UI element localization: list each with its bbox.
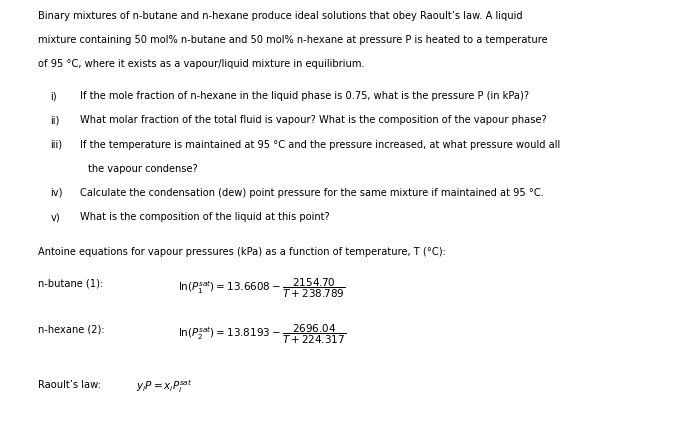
Text: i): i) [50, 91, 57, 101]
Text: the vapour condense?: the vapour condense? [88, 163, 197, 173]
Text: Raoult’s law:: Raoult’s law: [38, 379, 102, 389]
Text: n-hexane (2):: n-hexane (2): [38, 324, 105, 334]
Text: $y_iP = x_iP_i^{sat}$: $y_iP = x_iP_i^{sat}$ [136, 377, 193, 394]
Text: $\ln(P_1^{sat}) = 13.6608 - \dfrac{2154.70}{T+238.789}$: $\ln(P_1^{sat}) = 13.6608 - \dfrac{2154.… [178, 276, 346, 299]
Text: iii): iii) [50, 139, 62, 149]
Text: mixture containing 50 mol% n-butane and 50 mol% n-hexane at pressure P is heated: mixture containing 50 mol% n-butane and … [38, 35, 548, 45]
Text: If the temperature is maintained at 95 °C and the pressure increased, at what pr: If the temperature is maintained at 95 °… [80, 139, 561, 149]
Text: What is the composition of the liquid at this point?: What is the composition of the liquid at… [80, 212, 330, 222]
Text: iv): iv) [50, 187, 63, 198]
Text: $\ln(P_2^{sat}) = 13.8193 - \dfrac{2696.04}{T+224.317}$: $\ln(P_2^{sat}) = 13.8193 - \dfrac{2696.… [178, 322, 346, 345]
Text: What molar fraction of the total fluid is vapour? What is the composition of the: What molar fraction of the total fluid i… [80, 115, 547, 125]
Text: ii): ii) [50, 115, 60, 125]
Text: n-butane (1):: n-butane (1): [38, 278, 104, 288]
Text: of 95 °C, where it exists as a vapour/liquid mixture in equilibrium.: of 95 °C, where it exists as a vapour/li… [38, 59, 365, 69]
Text: v): v) [50, 212, 60, 222]
Text: Binary mixtures of n-butane and n-hexane produce ideal solutions that obey Raoul: Binary mixtures of n-butane and n-hexane… [38, 11, 523, 21]
Text: Calculate the condensation (dew) point pressure for the same mixture if maintain: Calculate the condensation (dew) point p… [80, 187, 545, 198]
Text: If the mole fraction of n-hexane in the liquid phase is 0.75, what is the pressu: If the mole fraction of n-hexane in the … [80, 91, 530, 101]
Text: Antoine equations for vapour pressures (kPa) as a function of temperature, T (°C: Antoine equations for vapour pressures (… [38, 247, 447, 257]
